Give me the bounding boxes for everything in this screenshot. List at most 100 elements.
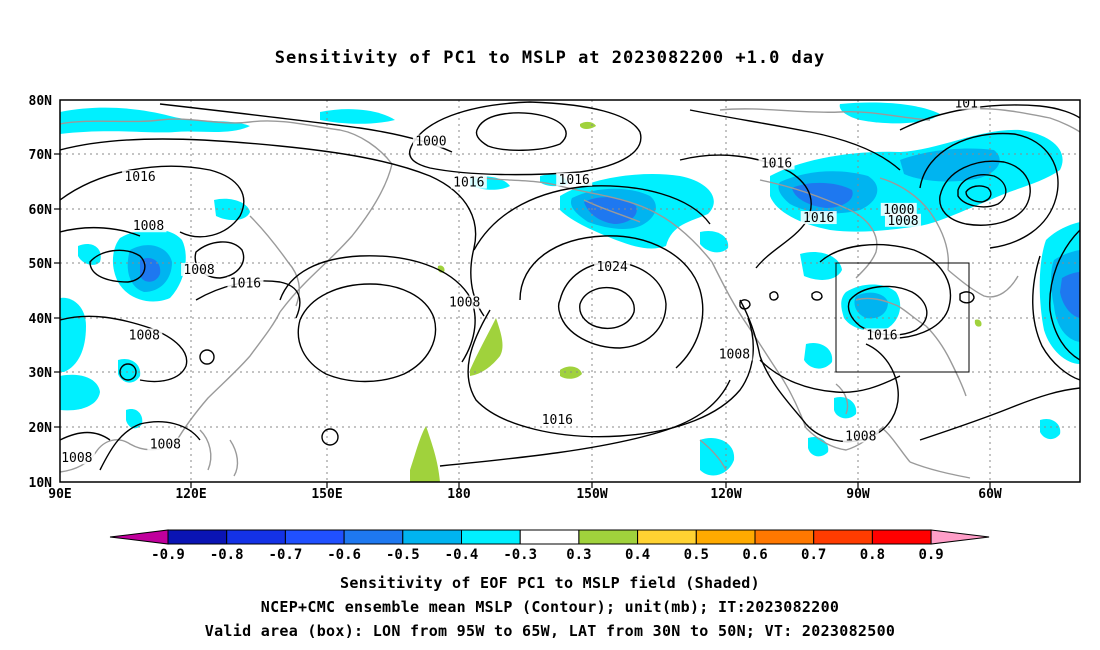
lon-label-90e: 90E bbox=[48, 487, 71, 502]
lon-label-150w: 150W bbox=[576, 487, 607, 502]
contour-label-bg bbox=[126, 328, 163, 342]
contour-label-bg bbox=[863, 328, 900, 342]
lon-label-120e: 120E bbox=[175, 487, 206, 502]
colorbar-label: 0.8 bbox=[860, 547, 885, 563]
lat-label-20n: 20N bbox=[29, 421, 53, 436]
contour-label-bg bbox=[450, 175, 487, 189]
colorbar-label: -0.4 bbox=[445, 547, 479, 563]
caption-line-1: Sensitivity of EOF PC1 to MSLP field (Sh… bbox=[340, 574, 760, 592]
lon-label-180: 180 bbox=[447, 487, 471, 502]
colorbar-high-arrow bbox=[930, 529, 990, 545]
colorbar-label: 0.7 bbox=[801, 547, 826, 563]
colorbar: -0.9 -0.8 -0.7 -0.6 -0.5 -0.4 -0.3 0.3 0.4 0.5 0.6… bbox=[109, 529, 990, 563]
axis-ticks bbox=[54, 153, 991, 488]
graticule bbox=[60, 100, 1080, 482]
caption-line-3: Valid area (box): LON from 95W to 65W, L… bbox=[204, 622, 896, 640]
colorbar-label: -0.6 bbox=[327, 547, 361, 563]
colorbar-label: -0.3 bbox=[503, 547, 537, 563]
colorbar-label: 0.5 bbox=[684, 547, 709, 563]
colorbar-label: 0.6 bbox=[742, 547, 767, 563]
contour-label: 1016 bbox=[542, 413, 573, 428]
colorbar-swatch bbox=[461, 529, 521, 545]
contour-label: 1008 bbox=[449, 296, 480, 311]
contour-label-bg bbox=[147, 437, 184, 451]
contour-label-bg bbox=[181, 262, 218, 276]
contour-label-bg bbox=[842, 429, 879, 443]
lat-label-40n: 40N bbox=[29, 312, 53, 327]
map-title: Sensitivity of PC1 to MSLP at 2023082200… bbox=[274, 48, 826, 68]
contour-label-bg bbox=[227, 276, 264, 290]
lon-label-150e: 150E bbox=[311, 487, 342, 502]
contour-label: 1008 bbox=[719, 347, 750, 362]
colorbar-label: -0.7 bbox=[269, 547, 303, 563]
colorbar-swatch bbox=[167, 529, 228, 545]
contour-label-bg bbox=[884, 213, 921, 227]
contour-label: 1016 bbox=[453, 176, 484, 191]
lat-label-50n: 50N bbox=[29, 257, 53, 272]
colorbar-swatch bbox=[871, 529, 932, 545]
colorbar-label: 0.3 bbox=[566, 547, 591, 563]
contour-label-bg bbox=[594, 260, 631, 274]
contour-label: 1008 bbox=[845, 429, 876, 444]
contour-label: 1024 bbox=[596, 260, 627, 275]
lat-label-80n: 80N bbox=[29, 94, 53, 109]
lat-label-60n: 60N bbox=[29, 203, 53, 218]
contour-label-bg bbox=[60, 451, 95, 465]
contour-label: 1016 bbox=[124, 170, 155, 185]
colorbar-swatch bbox=[402, 529, 462, 545]
colorbar-swatch bbox=[226, 529, 286, 545]
colorbar-label: -0.5 bbox=[386, 547, 420, 563]
colorbar-swatch bbox=[343, 529, 404, 545]
colorbar-swatch bbox=[813, 529, 873, 545]
colorbar-swatch bbox=[754, 529, 815, 545]
contour-label: 1016 bbox=[559, 173, 590, 188]
colorbar-swatch bbox=[578, 529, 639, 545]
contour-label-bg bbox=[446, 295, 483, 309]
contour-label: 1008 bbox=[887, 214, 918, 229]
contour-label-bg bbox=[800, 211, 837, 225]
contour-label-bg bbox=[122, 170, 159, 184]
contour-label: 1008 bbox=[183, 263, 214, 278]
lat-label-70n: 70N bbox=[29, 148, 53, 163]
lon-label-120w: 120W bbox=[710, 487, 741, 502]
contour-label-bg bbox=[758, 156, 795, 170]
contour-label-bg bbox=[952, 100, 981, 110]
colorbar-swatch bbox=[695, 529, 756, 545]
contour-label: 1016 bbox=[230, 277, 261, 292]
map-frame bbox=[59, 99, 1081, 483]
colorbar-swatch bbox=[637, 529, 697, 545]
contour-label: 1016 bbox=[761, 156, 792, 171]
contour-label: 1008 bbox=[133, 219, 164, 234]
valid-area-box bbox=[835, 262, 970, 373]
colorbar-label: -0.8 bbox=[210, 547, 244, 563]
lat-label-10n: 10N bbox=[29, 476, 53, 491]
lon-label-60w: 60W bbox=[978, 487, 1002, 502]
contour-label-bg bbox=[556, 172, 593, 186]
lon-label-90w: 90W bbox=[846, 487, 870, 502]
colorbar-label: 0.4 bbox=[625, 547, 650, 563]
coastlines bbox=[60, 108, 1080, 479]
contour-label-bg bbox=[412, 134, 449, 148]
colorbar-low-arrow bbox=[109, 529, 169, 545]
contour-label: 101 bbox=[954, 96, 977, 111]
contour-label-bg bbox=[716, 347, 753, 361]
contour-label-bg bbox=[880, 202, 917, 216]
contour-label: 1008 bbox=[129, 328, 160, 343]
colorbar-swatch bbox=[284, 529, 345, 545]
colorbar-label: -0.9 bbox=[151, 547, 185, 563]
colorbar-label: 0.9 bbox=[918, 547, 943, 563]
contour-label: 1016 bbox=[866, 328, 897, 343]
contour-label: 1008 bbox=[61, 451, 92, 466]
contour-label: 1016 bbox=[803, 211, 834, 226]
latitude-labels: 80N 70N 60N 50N 40N 30N 20N 10N bbox=[29, 94, 53, 491]
contour-label: 1008 bbox=[150, 438, 181, 453]
positive-sensitivity-shading bbox=[410, 121, 982, 482]
contour-label: 1000 bbox=[415, 135, 446, 150]
contour-label-bg bbox=[130, 219, 167, 233]
colorbar-swatch bbox=[519, 529, 580, 545]
caption-line-2: NCEP+CMC ensemble mean MSLP (Contour); u… bbox=[260, 598, 840, 616]
longitude-labels: 90E 120E 150E 180 150W 120W 90W 60W bbox=[48, 487, 1002, 502]
mslp-contours bbox=[60, 101, 1080, 471]
